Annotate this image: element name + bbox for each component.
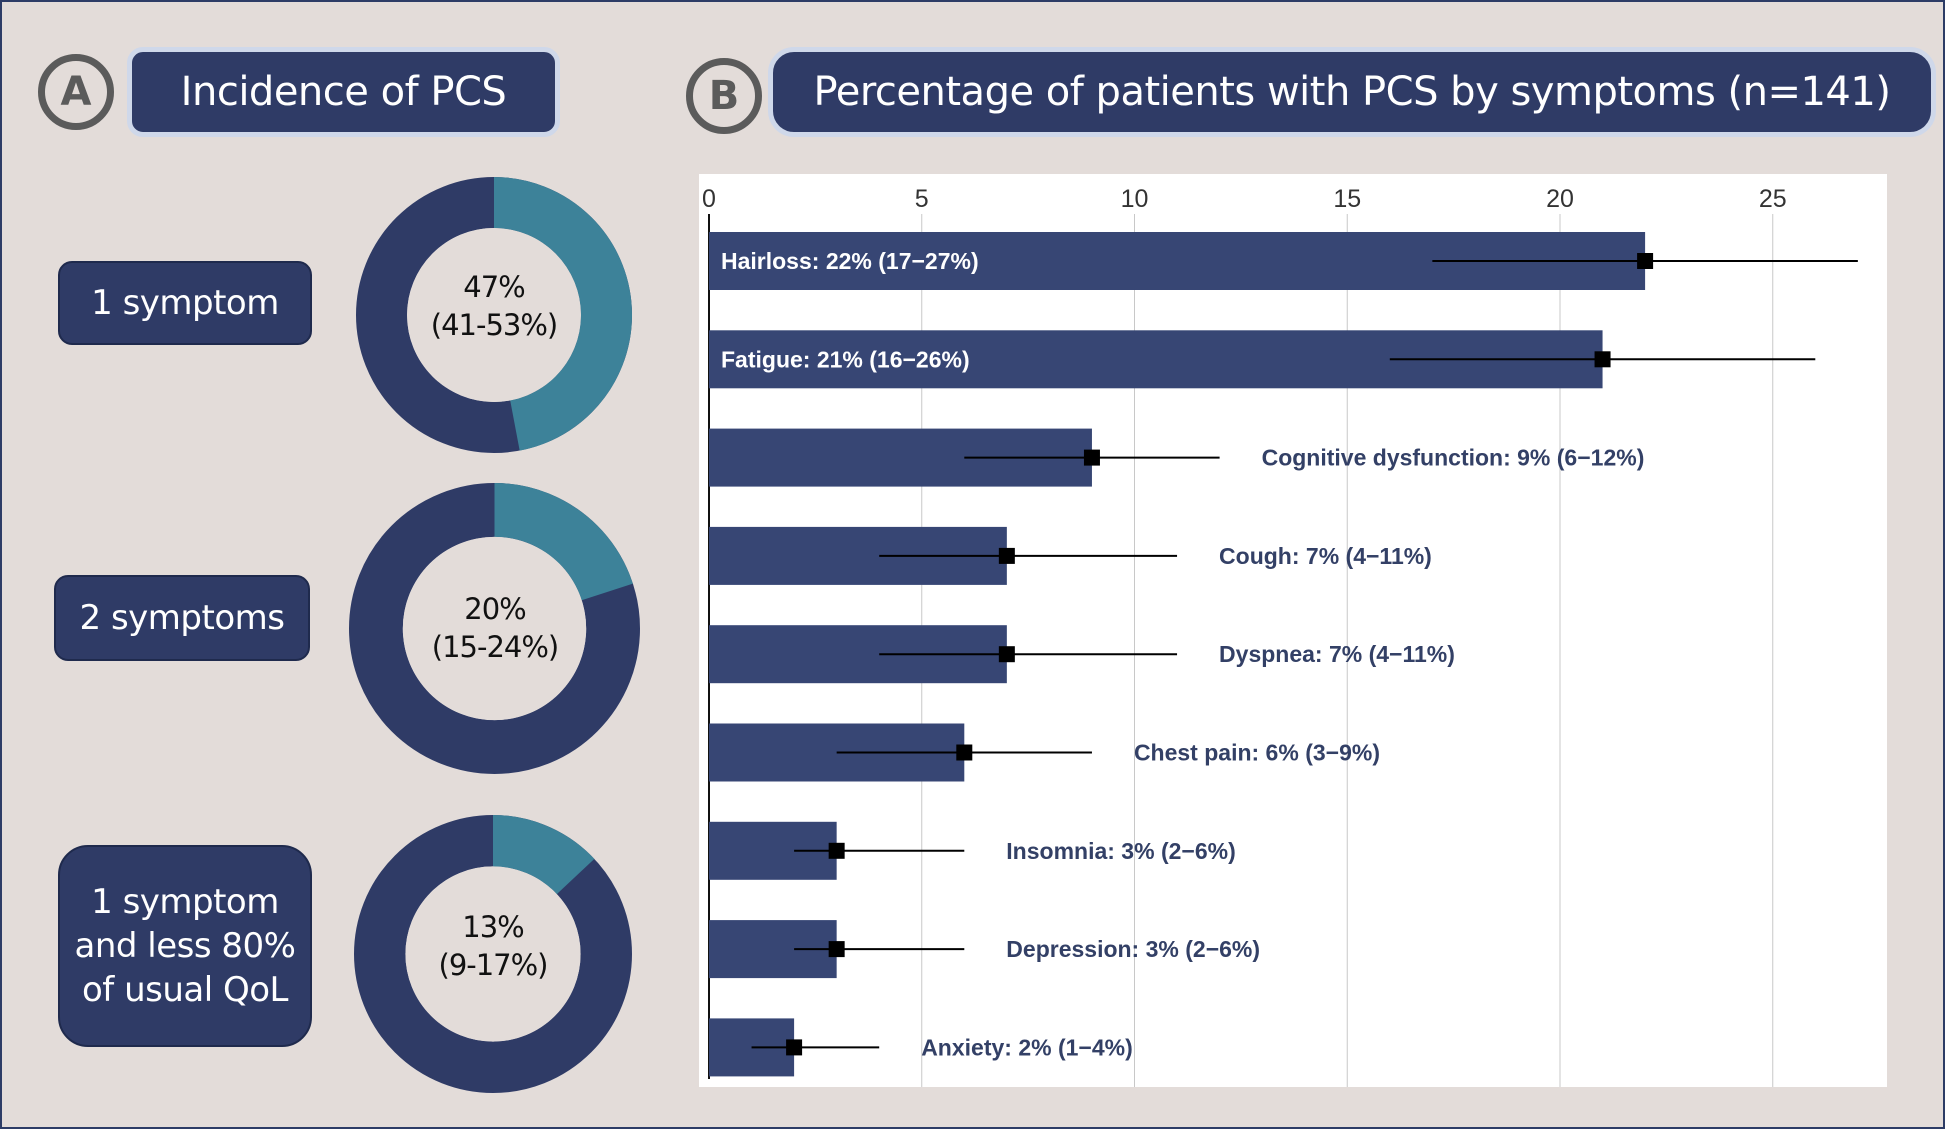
donut-highlight-segment: [353, 814, 633, 1094]
donut-hole: [402, 536, 587, 721]
point-estimate-marker: [1637, 253, 1654, 269]
bar-chart: 0 5 10 15 20 25 Hairloss: 22% (17−27%) Fatigue:…: [702, 185, 1858, 1087]
donut-hole: [405, 866, 581, 1042]
panel-b-letter: B: [686, 58, 762, 134]
bar-data-label: Hairloss: 22% (17−27%): [721, 248, 979, 274]
point-estimate-marker: [998, 646, 1015, 663]
panel-a-title: Incidence of PCS: [127, 47, 560, 137]
x-tick-label: 25: [1759, 185, 1787, 213]
bar-data-label: Anxiety: 2% (1−4%): [921, 1034, 1133, 1060]
point-estimate-marker: [956, 744, 973, 761]
panel-a-letter: A: [38, 54, 114, 130]
donut-ci-1-symptom: (41-53%): [430, 308, 558, 342]
point-estimate-marker: [1083, 449, 1100, 466]
donut-label-qol: 1 symptom and less 80% of usual QoL: [58, 845, 312, 1047]
point-estimate-marker: [828, 842, 845, 859]
x-tick-label: 5: [915, 185, 929, 213]
donut-value-1-symptom: 47%: [463, 270, 525, 304]
point-estimate-marker: [1594, 351, 1611, 368]
donut-highlight-segment: [349, 483, 640, 774]
donut-value-2-symptoms: 20%: [464, 592, 526, 626]
donut-center-qol: 13% (9-17%): [413, 908, 573, 984]
x-tick-label: 0: [702, 185, 716, 213]
donut-center-2-symptoms: 20% (15-24%): [415, 590, 575, 666]
donut-value-qol: 13%: [462, 910, 524, 944]
donut-ci-2-symptoms: (15-24%): [431, 630, 559, 664]
donut-hole: [407, 228, 581, 402]
panel-b-title: Percentage of patients with PCS by sympt…: [768, 47, 1936, 137]
bar-data-label: Depression: 3% (2−6%): [1006, 936, 1260, 962]
bar-data-label: Cognitive dysfunction: 9% (6−12%): [1262, 445, 1645, 471]
bar-data-label: Cough: 7% (4−11%): [1219, 543, 1432, 569]
point-estimate-marker: [786, 1039, 803, 1056]
donut-label-2-symptoms: 2 symptoms: [54, 575, 310, 661]
donut-center-1-symptom: 47% (41-53%): [414, 268, 574, 344]
point-estimate-marker: [828, 941, 845, 958]
bar-data-label: Dyspnea: 7% (4−11%): [1219, 641, 1455, 667]
x-tick-label: 20: [1546, 185, 1574, 213]
donut-ci-qol: (9-17%): [438, 948, 549, 982]
donut-chart-1-symptom: [355, 176, 633, 454]
donut-chart-qol: [353, 814, 633, 1094]
donut-chart-2-symptoms: [349, 483, 640, 774]
x-tick-label: 10: [1121, 185, 1149, 213]
donut-highlight-segment: [355, 176, 633, 454]
bar-data-label: Chest pain: 6% (3−9%): [1134, 740, 1380, 766]
point-estimate-marker: [998, 547, 1015, 564]
donut-label-1-symptom: 1 symptom: [58, 261, 312, 345]
bar-chart-panel: 0 5 10 15 20 25 Hairloss: 22% (17−27%) Fatigue:…: [699, 174, 1887, 1087]
bar-data-label: Fatigue: 21% (16−26%): [721, 346, 970, 372]
x-tick-label: 15: [1333, 185, 1361, 213]
bar-data-label: Insomnia: 3% (2−6%): [1006, 838, 1235, 864]
